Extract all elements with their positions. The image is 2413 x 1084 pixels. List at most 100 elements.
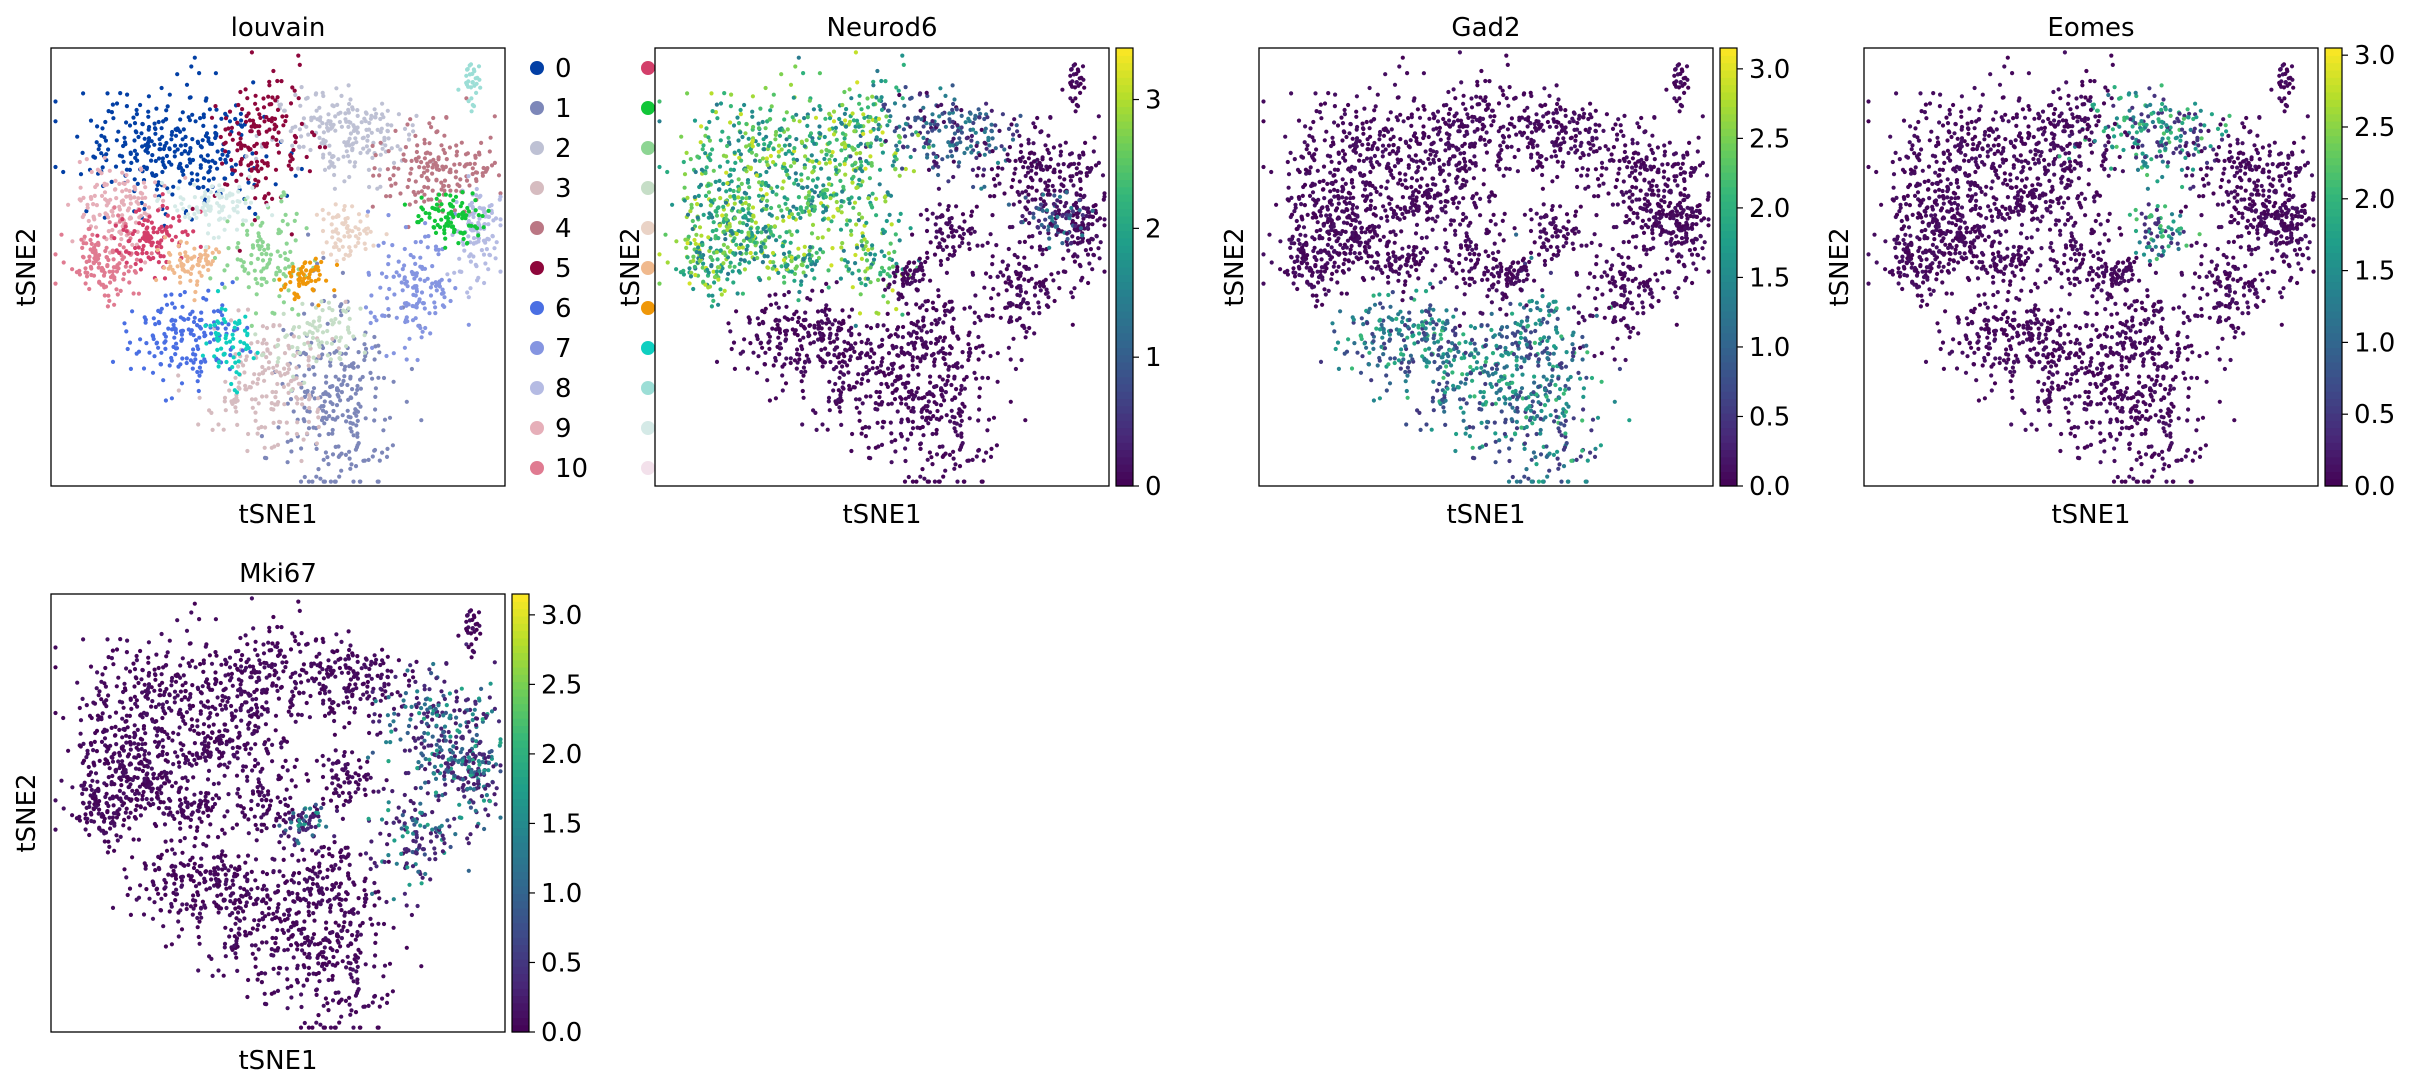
data-point <box>921 105 926 110</box>
data-point <box>353 160 358 165</box>
data-point <box>415 357 420 363</box>
data-point <box>91 215 96 220</box>
data-point <box>191 229 196 234</box>
data-point <box>728 167 734 172</box>
data-point <box>355 364 361 369</box>
data-point <box>81 91 86 96</box>
data-point <box>826 141 831 146</box>
data-point <box>260 364 265 370</box>
data-point <box>364 231 369 236</box>
data-point <box>777 127 782 132</box>
data-point <box>212 354 217 359</box>
legend-label: 1 <box>555 94 572 124</box>
data-point <box>234 178 239 183</box>
data-point <box>718 287 723 292</box>
data-point <box>935 408 940 414</box>
data-point <box>381 428 386 433</box>
data-point <box>900 381 906 386</box>
data-point <box>320 207 325 213</box>
data-point <box>342 204 347 209</box>
data-point <box>884 114 889 119</box>
data-point <box>272 277 277 283</box>
data-point <box>903 458 908 464</box>
data-point <box>700 147 705 152</box>
data-point <box>260 341 265 346</box>
data-point <box>318 476 323 481</box>
data-point <box>293 238 298 243</box>
data-point <box>456 87 461 92</box>
data-point <box>974 204 979 209</box>
data-point <box>301 144 306 149</box>
data-point <box>735 291 740 296</box>
data-point <box>1002 191 1007 196</box>
data-point <box>441 290 446 295</box>
data-point <box>486 222 491 227</box>
data-point <box>151 316 156 321</box>
data-point <box>887 119 892 124</box>
data-point <box>898 365 903 370</box>
data-point <box>869 347 874 352</box>
data-point <box>411 285 416 290</box>
data-point <box>109 179 114 184</box>
data-point <box>102 183 107 188</box>
data-point <box>223 160 229 165</box>
data-point <box>419 160 424 165</box>
data-point <box>784 110 789 115</box>
data-point <box>706 293 711 298</box>
data-point <box>266 191 271 196</box>
data-point <box>841 386 846 391</box>
data-point <box>829 153 834 158</box>
data-point <box>1086 280 1091 286</box>
data-point <box>1038 196 1043 201</box>
data-point <box>227 388 232 393</box>
data-point <box>1066 164 1071 169</box>
data-point <box>190 177 195 183</box>
data-point <box>954 146 959 151</box>
data-point <box>84 157 89 162</box>
data-point <box>402 246 407 252</box>
data-point <box>348 97 353 102</box>
data-point <box>857 410 862 415</box>
data-point <box>335 102 340 107</box>
data-point <box>941 474 946 479</box>
data-point <box>317 272 322 277</box>
data-point <box>428 285 433 290</box>
data-point <box>234 390 240 395</box>
data-point <box>110 359 116 364</box>
data-point <box>306 479 311 484</box>
data-point <box>350 387 355 392</box>
data-point <box>962 386 968 391</box>
data-point <box>801 395 806 400</box>
data-point <box>331 122 336 127</box>
data-point <box>225 219 230 224</box>
data-point <box>235 204 240 209</box>
data-point <box>320 228 326 234</box>
data-point <box>162 265 167 270</box>
data-point <box>955 479 960 484</box>
data-point <box>840 241 845 246</box>
data-point <box>305 340 310 345</box>
data-point <box>695 215 700 220</box>
data-point <box>413 199 418 204</box>
data-point <box>335 387 340 392</box>
data-point <box>353 407 358 412</box>
data-point <box>330 308 335 313</box>
data-point <box>905 417 910 422</box>
scatter-points <box>53 50 503 484</box>
data-point <box>434 202 440 207</box>
data-point <box>242 341 247 346</box>
data-point <box>343 111 348 116</box>
data-point <box>1052 298 1057 304</box>
data-point <box>89 241 94 246</box>
data-point <box>796 55 801 60</box>
data-point <box>800 185 806 190</box>
data-point <box>348 376 353 381</box>
data-point <box>245 195 250 200</box>
data-point <box>950 414 955 419</box>
data-point <box>695 154 700 159</box>
data-point <box>270 135 275 140</box>
data-point <box>1075 241 1080 246</box>
data-point <box>735 115 740 120</box>
data-point <box>686 234 691 239</box>
data-point <box>870 94 875 99</box>
